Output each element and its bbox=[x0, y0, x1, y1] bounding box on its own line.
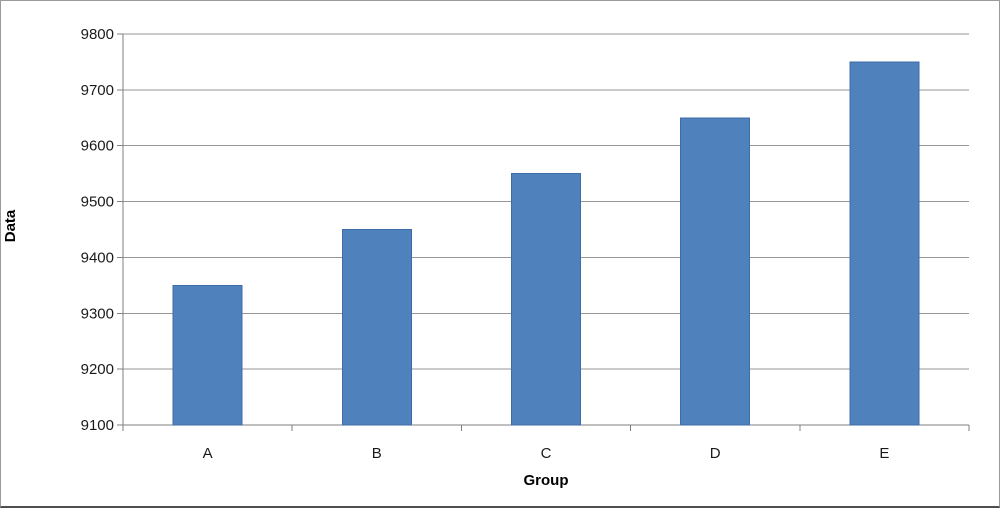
bar-D bbox=[680, 117, 751, 426]
y-tick-label: 9700 bbox=[81, 82, 114, 99]
y-tick-label: 9300 bbox=[81, 305, 114, 322]
x-category-label: E bbox=[879, 445, 889, 462]
x-category-label: C bbox=[541, 445, 552, 462]
x-category-label: B bbox=[372, 445, 382, 462]
y-axis-title: Data bbox=[2, 209, 19, 242]
y-tick-label: 9100 bbox=[81, 417, 114, 434]
x-category-label: A bbox=[203, 445, 213, 462]
bar-B bbox=[341, 229, 412, 426]
bar-E bbox=[849, 61, 920, 426]
y-tick-label: 9800 bbox=[81, 26, 114, 43]
y-tick-label: 9600 bbox=[81, 138, 114, 155]
bar-A bbox=[172, 284, 243, 426]
x-category-label: D bbox=[710, 445, 721, 462]
y-tick-label: 9200 bbox=[81, 361, 114, 378]
y-tick-label: 9500 bbox=[81, 194, 114, 211]
y-tick-label: 9400 bbox=[81, 249, 114, 266]
chart-plot-area: 9100 9200 9300 9400 9500 9600 9700 9800 A B C D E bbox=[81, 26, 970, 462]
bar-C bbox=[511, 173, 581, 426]
x-axis-title: Group bbox=[524, 472, 569, 489]
